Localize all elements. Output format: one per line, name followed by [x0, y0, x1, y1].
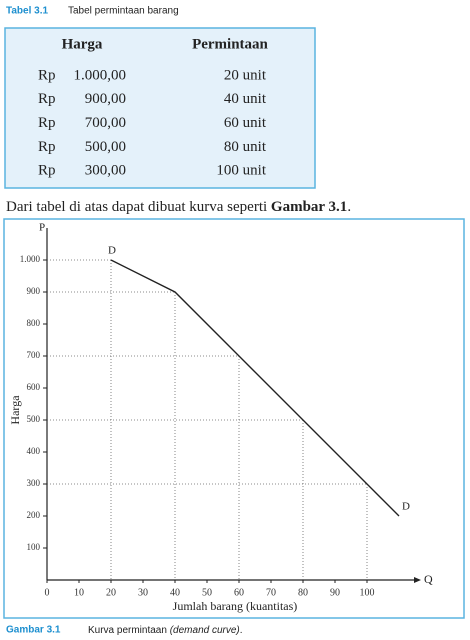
y-symbol: P	[39, 222, 45, 234]
chart: P Q 100 200 300 400 500 600 700 800 900 1.000 0 10 20 3…	[8, 222, 433, 613]
y-tick-label: 700	[27, 350, 41, 360]
figure-caption: Kurva permintaan (demand curve).	[88, 625, 243, 636]
x-axis-label: Jumlah barang (kuantitas)	[173, 599, 298, 613]
figure-label: Gambar 3.1	[6, 625, 61, 636]
curve-label: D	[402, 501, 410, 513]
table-caption: Tabel permintaan barang	[68, 6, 179, 17]
x-symbol: Q	[424, 572, 433, 586]
y-tick-label: 600	[27, 382, 41, 392]
sentence-ref: Gambar 3.1	[271, 199, 347, 215]
table-cell: 100 unit	[216, 163, 266, 179]
sentence-end: .	[347, 199, 351, 215]
x-tick-label: 70	[266, 587, 276, 598]
sentence: Dari tabel di atas dapat dibuat kurva se…	[6, 199, 351, 215]
table-cell: 60 unit	[224, 115, 267, 131]
table-cell: Rp	[38, 67, 56, 83]
table-header: Permintaan	[192, 36, 268, 52]
table-box	[4, 27, 316, 189]
x-tick-label: 60	[234, 587, 244, 598]
y-tick-label: 200	[27, 510, 41, 520]
table-cell: Rp	[38, 115, 56, 131]
x-tick-label: 100	[360, 587, 375, 598]
table-cell: Rp	[38, 139, 56, 155]
y-tick-label: 1.000	[20, 254, 41, 264]
table-cell: 900,00	[85, 91, 126, 107]
x-tick-label: 0	[45, 587, 50, 598]
curve-label: D	[108, 245, 116, 257]
y-tick-label: 500	[27, 414, 41, 424]
table-cell: Rp	[38, 163, 56, 179]
y-tick-label: 300	[27, 478, 41, 488]
y-tick-label: 100	[27, 542, 41, 552]
x-tick-label: 10	[74, 587, 84, 598]
figure-box	[3, 218, 465, 619]
x-tick-label: 90	[330, 587, 340, 598]
y-tick-label: 800	[27, 318, 41, 328]
y-tick-label: 900	[27, 286, 41, 296]
table-cell: 1.000,00	[74, 67, 127, 83]
x-tick-label: 80	[298, 587, 308, 598]
x-tick-label: 20	[106, 587, 116, 598]
table-header: Harga	[62, 36, 103, 52]
y-tick-label: 400	[27, 446, 41, 456]
table-cell: Rp	[38, 91, 56, 107]
x-tick-label: 50	[202, 587, 212, 598]
demand-line	[110, 259, 400, 517]
x-tick-label: 30	[138, 587, 148, 598]
table-cell: 300,00	[85, 163, 126, 179]
caption-italic: (demand curve)	[170, 625, 240, 636]
caption-text: Kurva permintaan	[88, 625, 170, 636]
x-tick-label: 40	[170, 587, 180, 598]
x-arrow	[414, 577, 421, 583]
y-axis-label: Harga	[8, 395, 22, 425]
caption-end: .	[240, 625, 243, 636]
table-cell: 500,00	[85, 139, 126, 155]
table-cell: 80 unit	[224, 139, 267, 155]
table-cell: 20 unit	[224, 67, 267, 83]
table-label: Tabel 3.1	[6, 6, 48, 17]
sentence-text: Dari tabel di atas dapat dibuat kurva se…	[6, 199, 271, 215]
table-cell: 700,00	[85, 115, 126, 131]
table-cell: 40 unit	[224, 91, 267, 107]
table: Harga Permintaan Rp 1.000,00 20 unit Rp 900,00…	[38, 36, 269, 178]
